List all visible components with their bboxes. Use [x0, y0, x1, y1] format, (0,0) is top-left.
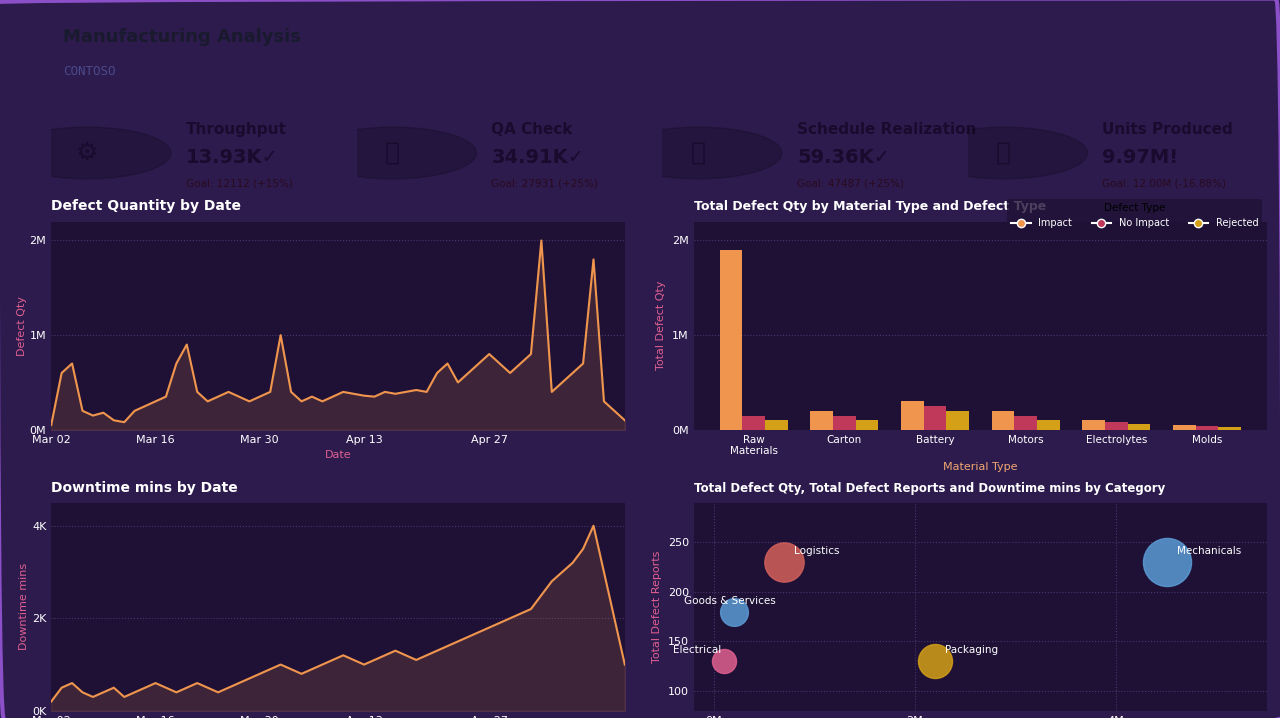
Bar — [810, 411, 833, 430]
Text: Goal: 47487 (+25%): Goal: 47487 (+25%) — [797, 179, 904, 189]
X-axis label: Material Type: Material Type — [943, 462, 1018, 472]
Bar — [1083, 420, 1105, 430]
Circle shape — [308, 127, 476, 179]
Text: Goods & Services: Goods & Services — [684, 596, 776, 606]
Bar — [1128, 424, 1151, 430]
Text: Defect Quantity by Date: Defect Quantity by Date — [51, 200, 241, 213]
Text: QA Check: QA Check — [492, 122, 573, 137]
Bar — [901, 401, 924, 430]
Text: Downtime mins by Date: Downtime mins by Date — [51, 480, 238, 495]
Text: 13.93K✓: 13.93K✓ — [186, 148, 279, 167]
Bar — [765, 420, 787, 430]
Text: 📋: 📋 — [385, 141, 401, 165]
Text: ⚙: ⚙ — [76, 141, 99, 165]
Bar — [1037, 420, 1060, 430]
Text: 📦: 📦 — [996, 141, 1011, 165]
Point — [925, 656, 946, 667]
Text: Schedule Realization: Schedule Realization — [797, 122, 977, 137]
Y-axis label: Downtime mins: Downtime mins — [19, 563, 29, 651]
Bar — [719, 250, 742, 430]
Text: 📅: 📅 — [691, 141, 705, 165]
Point — [1156, 556, 1176, 568]
Text: Throughput: Throughput — [186, 122, 287, 137]
Text: CONTOSO: CONTOSO — [64, 65, 116, 78]
Bar — [1172, 425, 1196, 430]
Point — [774, 556, 795, 568]
Circle shape — [920, 127, 1088, 179]
Circle shape — [614, 127, 782, 179]
X-axis label: Date: Date — [325, 450, 351, 460]
Text: 34.91K✓: 34.91K✓ — [492, 148, 585, 167]
Text: Logistics: Logistics — [795, 546, 840, 556]
Text: Goal: 12112 (+15%): Goal: 12112 (+15%) — [186, 179, 293, 189]
Text: Mechanicals: Mechanicals — [1176, 546, 1240, 556]
Text: Manufacturing Analysis: Manufacturing Analysis — [64, 27, 301, 45]
Y-axis label: Total Defect Qty: Total Defect Qty — [657, 281, 667, 370]
Bar — [1105, 422, 1128, 430]
Text: Packaging: Packaging — [945, 645, 998, 656]
Text: 9.97M!: 9.97M! — [1102, 148, 1179, 167]
Bar — [856, 420, 878, 430]
Y-axis label: Total Defect Reports: Total Defect Reports — [652, 551, 662, 663]
Bar — [946, 411, 969, 430]
Bar — [1219, 427, 1242, 430]
Text: Goal: 12.00M (-16.88%): Goal: 12.00M (-16.88%) — [1102, 179, 1226, 189]
Y-axis label: Defect Qty: Defect Qty — [17, 296, 27, 355]
Circle shape — [4, 127, 172, 179]
Bar — [1196, 426, 1219, 430]
Text: Goal: 27931 (+25%): Goal: 27931 (+25%) — [492, 179, 598, 189]
Text: Electrical: Electrical — [673, 645, 722, 656]
Text: Units Produced: Units Produced — [1102, 122, 1233, 137]
Bar — [1015, 416, 1037, 430]
Point — [713, 656, 733, 667]
Bar — [992, 411, 1015, 430]
Point — [723, 606, 744, 617]
Text: 59.36K✓: 59.36K✓ — [797, 148, 890, 167]
Bar — [742, 416, 765, 430]
Text: Total Defect Qty by Material Type and Defect Type: Total Defect Qty by Material Type and De… — [694, 200, 1046, 213]
Text: Total Defect Qty, Total Defect Reports and Downtime mins by Category: Total Defect Qty, Total Defect Reports a… — [694, 482, 1165, 495]
Bar — [833, 416, 856, 430]
Bar — [924, 406, 946, 430]
Legend: Impact, No Impact, Rejected: Impact, No Impact, Rejected — [1007, 200, 1262, 232]
